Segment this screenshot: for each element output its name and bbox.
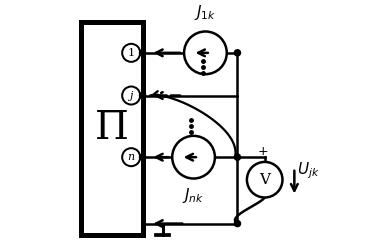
Circle shape [247,162,282,197]
Circle shape [234,154,241,160]
Text: n: n [128,152,135,162]
Text: $U_{jk}$: $U_{jk}$ [297,160,319,181]
Circle shape [234,50,241,56]
Circle shape [122,148,140,166]
Text: V: V [259,173,270,187]
Text: Π: Π [95,110,129,147]
Circle shape [139,93,146,99]
Text: j: j [130,91,133,100]
Circle shape [172,136,215,179]
Bar [81,22,142,235]
Circle shape [234,220,241,227]
Circle shape [139,50,146,56]
Circle shape [122,87,140,105]
Text: +: + [258,145,268,158]
Text: $J_{1k}$: $J_{1k}$ [194,3,217,22]
Text: 1: 1 [128,48,135,58]
Circle shape [122,44,140,62]
Circle shape [139,154,146,160]
Text: $J_{nk}$: $J_{nk}$ [182,186,205,205]
Circle shape [184,31,227,74]
